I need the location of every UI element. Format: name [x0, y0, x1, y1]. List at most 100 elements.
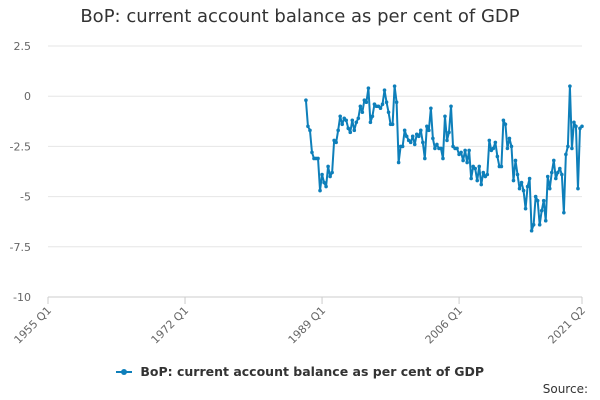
data-point[interactable]: [485, 172, 490, 177]
data-point[interactable]: [378, 106, 383, 111]
data-point[interactable]: [443, 114, 447, 119]
data-point[interactable]: [477, 164, 482, 169]
data-point[interactable]: [503, 122, 508, 127]
data-point[interactable]: [461, 158, 465, 163]
data-point[interactable]: [515, 172, 520, 177]
data-point[interactable]: [521, 188, 526, 193]
data-point[interactable]: [328, 174, 332, 179]
data-point[interactable]: [348, 130, 353, 135]
data-point[interactable]: [469, 176, 473, 181]
data-point[interactable]: [558, 166, 562, 171]
data-point[interactable]: [549, 170, 554, 175]
data-point[interactable]: [316, 156, 320, 161]
data-point[interactable]: [423, 156, 427, 161]
data-point[interactable]: [554, 176, 558, 181]
data-point[interactable]: [493, 140, 498, 145]
data-point[interactable]: [310, 150, 314, 155]
data-point[interactable]: [580, 124, 584, 129]
data-point[interactable]: [322, 180, 326, 185]
data-point[interactable]: [435, 142, 439, 147]
data-point[interactable]: [455, 146, 459, 151]
data-point[interactable]: [517, 186, 522, 191]
data-point[interactable]: [481, 170, 486, 175]
data-point[interactable]: [308, 128, 312, 133]
data-point[interactable]: [535, 198, 540, 203]
data-point[interactable]: [459, 150, 463, 155]
data-point[interactable]: [433, 146, 437, 151]
data-point[interactable]: [346, 126, 351, 131]
data-point[interactable]: [392, 84, 397, 88]
data-point[interactable]: [519, 180, 524, 185]
data-point[interactable]: [402, 128, 407, 133]
data-point[interactable]: [441, 156, 445, 161]
data-point[interactable]: [499, 164, 504, 169]
data-point[interactable]: [352, 128, 357, 133]
data-point[interactable]: [505, 146, 510, 151]
data-point[interactable]: [344, 118, 349, 123]
data-point[interactable]: [368, 120, 373, 125]
data-point[interactable]: [547, 186, 552, 191]
data-point[interactable]: [473, 166, 478, 171]
data-point[interactable]: [566, 144, 570, 149]
data-point[interactable]: [380, 102, 385, 107]
data-point[interactable]: [410, 134, 415, 139]
data-point[interactable]: [445, 138, 449, 143]
data-point[interactable]: [564, 152, 568, 157]
data-point[interactable]: [358, 104, 363, 109]
data-point[interactable]: [533, 194, 538, 199]
data-point[interactable]: [574, 124, 578, 129]
data-point[interactable]: [449, 104, 453, 109]
data-point[interactable]: [418, 128, 423, 133]
data-point[interactable]: [525, 184, 530, 189]
data-point[interactable]: [491, 146, 496, 151]
data-point[interactable]: [350, 118, 355, 123]
data-point[interactable]: [324, 184, 328, 189]
data-point[interactable]: [513, 158, 518, 163]
data-point[interactable]: [404, 134, 409, 139]
data-point[interactable]: [562, 210, 566, 215]
data-point[interactable]: [465, 160, 469, 165]
data-point[interactable]: [560, 172, 564, 177]
data-point[interactable]: [334, 140, 338, 145]
data-point[interactable]: [537, 222, 542, 227]
data-point[interactable]: [386, 110, 391, 115]
data-point[interactable]: [511, 178, 516, 183]
data-point[interactable]: [570, 146, 574, 151]
data-point[interactable]: [425, 124, 429, 129]
data-point[interactable]: [527, 176, 532, 181]
data-point[interactable]: [318, 188, 322, 193]
data-point[interactable]: [370, 114, 375, 119]
data-point[interactable]: [304, 98, 308, 103]
data-point[interactable]: [507, 136, 512, 141]
data-point[interactable]: [364, 100, 369, 105]
data-point[interactable]: [421, 140, 425, 145]
data-point[interactable]: [487, 138, 492, 143]
data-point[interactable]: [531, 222, 536, 227]
data-point[interactable]: [541, 198, 546, 203]
data-point[interactable]: [416, 134, 421, 139]
data-point[interactable]: [467, 148, 471, 153]
data-point[interactable]: [326, 164, 330, 169]
data-point[interactable]: [551, 158, 556, 163]
data-point[interactable]: [576, 186, 580, 191]
data-point[interactable]: [330, 170, 334, 175]
data-point[interactable]: [340, 122, 345, 127]
data-point[interactable]: [320, 172, 324, 177]
data-point[interactable]: [390, 122, 395, 127]
data-point[interactable]: [382, 88, 387, 92]
data-point[interactable]: [479, 182, 484, 187]
data-point[interactable]: [495, 154, 500, 159]
data-point[interactable]: [509, 144, 514, 149]
data-point[interactable]: [545, 174, 550, 179]
data-point[interactable]: [556, 170, 560, 175]
data-point[interactable]: [412, 142, 417, 147]
data-point[interactable]: [354, 120, 359, 125]
data-point[interactable]: [336, 128, 340, 133]
data-point[interactable]: [463, 148, 467, 153]
data-point[interactable]: [366, 86, 371, 90]
data-point[interactable]: [475, 178, 480, 183]
data-point[interactable]: [431, 136, 435, 141]
data-point[interactable]: [360, 110, 365, 115]
data-point[interactable]: [408, 140, 413, 145]
data-point[interactable]: [394, 100, 399, 105]
